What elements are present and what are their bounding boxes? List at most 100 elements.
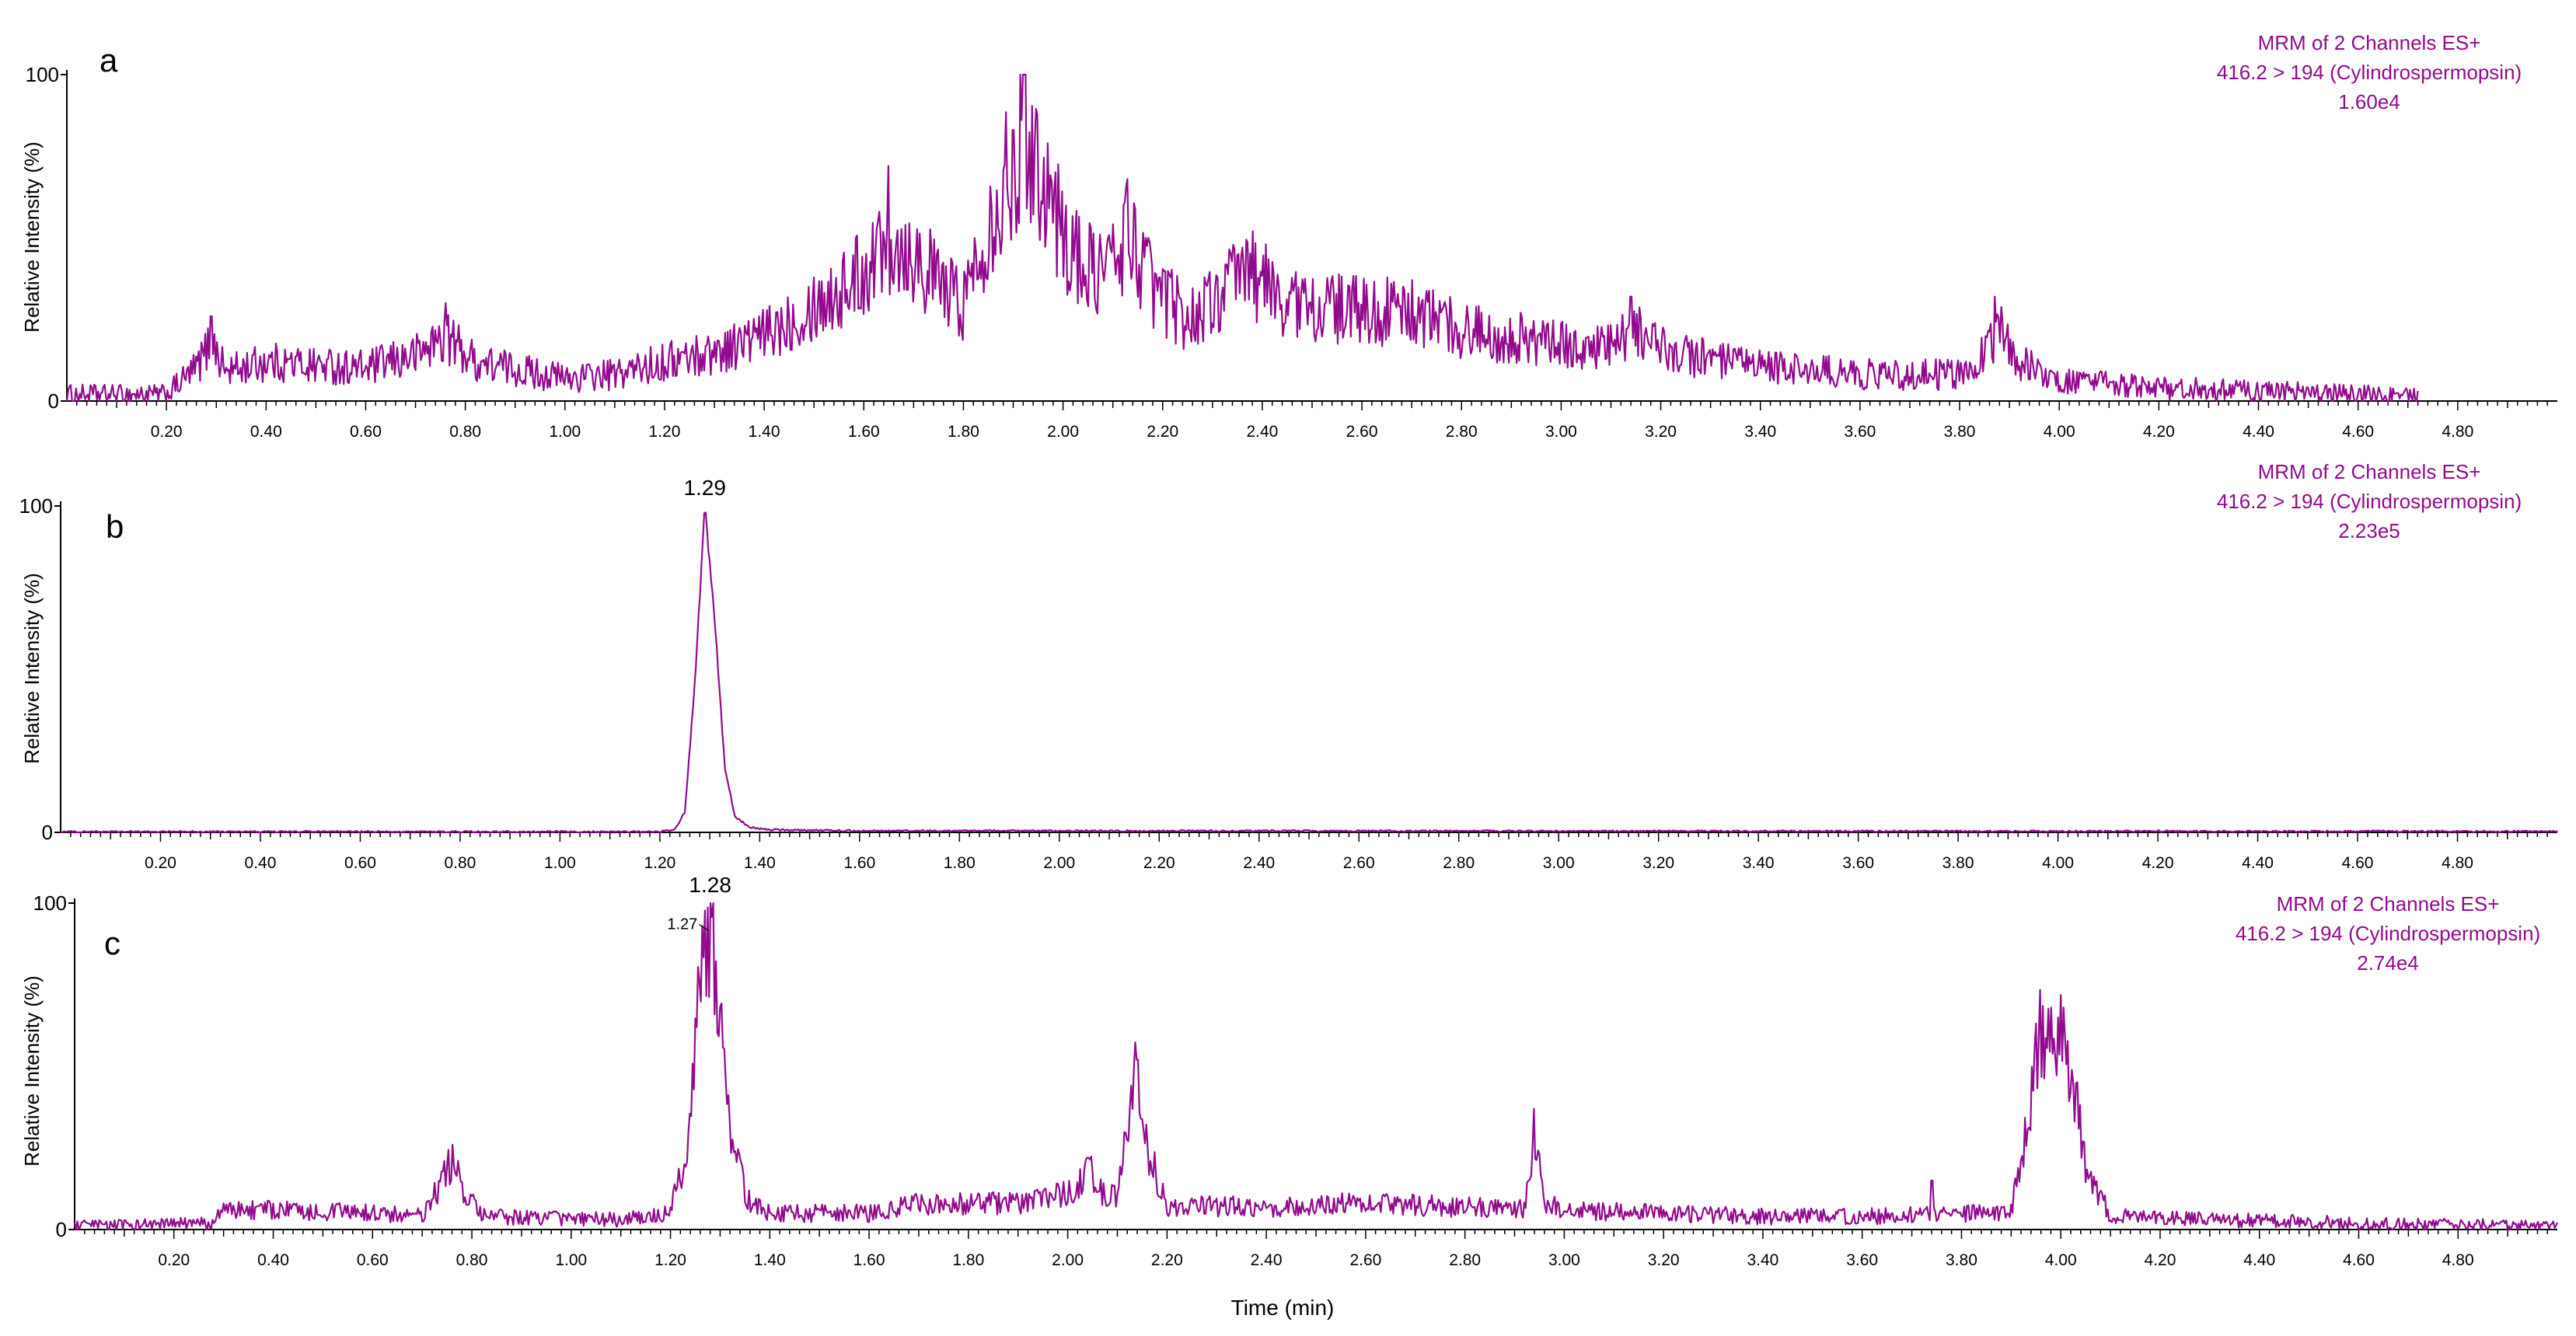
x-tick-label: 0.40 — [245, 854, 277, 872]
chromatogram-trace — [60, 511, 2558, 834]
x-tick-label: 4.60 — [2342, 854, 2374, 872]
x-tick-label: 3.80 — [1942, 854, 1974, 872]
chromatogram-panel-b: b MRM of 2 Channels ES+ 416.2 > 194 (Cyl… — [19, 460, 2558, 872]
chromatogram-panel-a: a MRM of 2 Channels ES+ 416.2 > 194 (Cyl… — [20, 31, 2557, 441]
x-tick-label: 4.80 — [2442, 423, 2473, 441]
x-tick-label: 1.80 — [952, 1251, 984, 1269]
x-tick-label: 4.00 — [2044, 423, 2075, 441]
x-tick-label: 2.40 — [1251, 1251, 1283, 1269]
x-tick-label: 1.20 — [654, 1251, 686, 1269]
y-tick-label: 0 — [56, 1218, 67, 1241]
x-tick-label: 0.60 — [344, 854, 376, 872]
x-tick-label: 1.60 — [853, 1251, 885, 1269]
x-tick-label: 2.80 — [1446, 423, 1478, 441]
info-line-1: MRM of 2 Channels ES+ — [2277, 892, 2500, 916]
x-tick-label: 3.60 — [1846, 1251, 1878, 1269]
x-tick-label: 4.60 — [2342, 423, 2374, 441]
x-tick-label: 2.00 — [1043, 854, 1075, 872]
x-tick-label: 2.60 — [1346, 423, 1378, 441]
peak-label: 1.29 — [683, 476, 726, 500]
x-tick-label: 2.00 — [1047, 423, 1079, 441]
y-axis-label: Relative Intensity (%) — [20, 975, 44, 1167]
y-tick-label: 100 — [26, 63, 59, 86]
x-tick-label: 2.80 — [1449, 1251, 1481, 1269]
x-tick-label: 4.00 — [2042, 854, 2074, 872]
x-tick-label: 0.60 — [357, 1251, 389, 1269]
x-tick-label: 4.60 — [2343, 1251, 2375, 1269]
x-tick-label: 1.00 — [549, 423, 581, 441]
x-tick-label: 4.80 — [2442, 854, 2473, 872]
panel-label: a — [99, 42, 118, 78]
x-tick-label: 0.80 — [444, 854, 476, 872]
x-tick-label: 3.60 — [1844, 423, 1876, 441]
peak-label: 1.27 — [667, 916, 697, 933]
x-tick-label: 3.00 — [1548, 1251, 1580, 1269]
x-tick-label: 2.40 — [1243, 854, 1275, 872]
x-tick-label: 3.40 — [1744, 423, 1776, 441]
x-tick-label: 3.80 — [1944, 423, 1976, 441]
x-tick-label: 0.80 — [456, 1251, 488, 1269]
x-tick-label: 3.80 — [1946, 1251, 1977, 1269]
chromatogram-panel-c: c MRM of 2 Channels ES+ 416.2 > 194 (Cyl… — [20, 873, 2559, 1269]
info-line-2: 416.2 > 194 (Cylindrospermopsin) — [2236, 922, 2540, 945]
chromatogram-trace — [73, 902, 2559, 1231]
info-line-2: 416.2 > 194 (Cylindrospermopsin) — [2217, 490, 2522, 513]
x-tick-label: 1.80 — [944, 854, 976, 872]
x-tick-label: 1.00 — [544, 854, 576, 872]
peak-label-leader — [698, 923, 709, 931]
x-tick-label: 4.20 — [2143, 423, 2175, 441]
x-tick-label: 2.40 — [1246, 423, 1278, 441]
y-tick-label: 100 — [19, 494, 53, 518]
info-line-2: 416.2 > 194 (Cylindrospermopsin) — [2217, 61, 2522, 84]
x-tick-label: 3.40 — [1743, 854, 1775, 872]
x-tick-label: 2.20 — [1147, 423, 1178, 441]
x-tick-label: 0.20 — [151, 423, 183, 441]
x-tick-label: 4.20 — [2142, 854, 2174, 872]
x-tick-label: 4.80 — [2442, 1251, 2474, 1269]
info-line-3: 1.60e4 — [2338, 90, 2400, 113]
y-axis-label: Relative Intensity (%) — [20, 141, 44, 333]
x-axis-label: Time (min) — [1231, 1296, 1335, 1320]
x-tick-label: 0.20 — [145, 854, 176, 872]
info-line-3: 2.23e5 — [2338, 519, 2400, 542]
x-tick-label: 2.80 — [1443, 854, 1475, 872]
x-tick-label: 3.40 — [1747, 1251, 1778, 1269]
x-tick-label: 0.40 — [250, 423, 282, 441]
x-tick-label: 1.40 — [749, 423, 780, 441]
x-tick-label: 3.20 — [1648, 1251, 1680, 1269]
peak-label: 1.28 — [689, 873, 731, 897]
x-tick-label: 1.40 — [744, 854, 776, 872]
x-tick-label: 1.20 — [644, 854, 675, 872]
x-tick-label: 0.60 — [350, 423, 382, 441]
x-tick-label: 3.00 — [1543, 854, 1575, 872]
y-tick-label: 0 — [42, 821, 53, 844]
x-tick-label: 2.60 — [1343, 854, 1375, 872]
x-tick-label: 1.80 — [948, 423, 979, 441]
x-tick-label: 4.00 — [2045, 1251, 2077, 1269]
y-axis-label: Relative Intensity (%) — [20, 573, 44, 764]
x-tick-label: 0.80 — [449, 423, 481, 441]
x-tick-label: 4.40 — [2243, 423, 2274, 441]
info-line-1: MRM of 2 Channels ES+ — [2258, 31, 2481, 54]
x-tick-label: 1.40 — [754, 1251, 786, 1269]
x-tick-label: 2.00 — [1052, 1251, 1084, 1269]
x-tick-label: 1.60 — [843, 854, 875, 872]
x-tick-label: 1.00 — [555, 1251, 587, 1269]
x-tick-label: 0.40 — [257, 1251, 289, 1269]
panel-label: c — [104, 925, 120, 961]
x-tick-label: 1.20 — [649, 423, 681, 441]
x-tick-label: 3.20 — [1645, 423, 1677, 441]
x-tick-label: 4.20 — [2145, 1251, 2176, 1269]
x-tick-label: 3.60 — [1842, 854, 1874, 872]
x-tick-label: 4.40 — [2242, 854, 2274, 872]
x-tick-label: 0.20 — [158, 1251, 190, 1269]
x-tick-label: 4.40 — [2243, 1251, 2275, 1269]
x-tick-label: 2.20 — [1143, 854, 1175, 872]
chromatogram-trace — [65, 73, 2419, 403]
panel-label: b — [106, 508, 124, 545]
y-tick-label: 0 — [48, 389, 59, 413]
x-tick-label: 3.20 — [1642, 854, 1674, 872]
x-tick-label: 1.60 — [848, 423, 880, 441]
y-tick-label: 100 — [33, 891, 67, 915]
